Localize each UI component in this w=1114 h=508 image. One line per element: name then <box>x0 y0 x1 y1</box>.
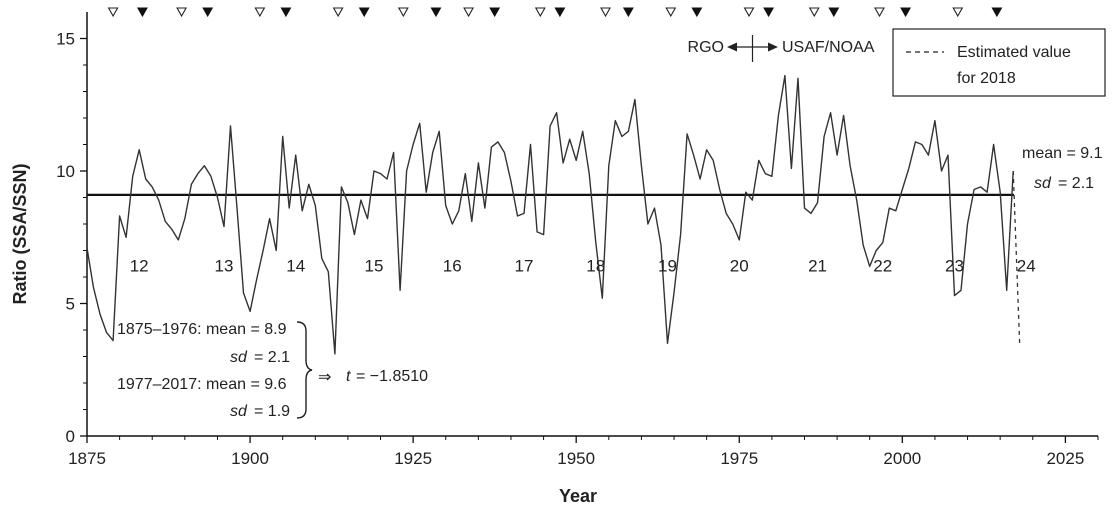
legend-label-line1: Estimated value <box>957 44 1071 61</box>
cycle-label: 20 <box>730 257 749 276</box>
cycle-labels: 12 13 14 15 16 17 18 19 20 21 22 23 24 <box>130 257 1036 276</box>
cycle-minimum-marker <box>808 7 820 18</box>
cycle-label: 14 <box>286 257 305 276</box>
sd-annotation-symbol: sd <box>1034 175 1052 192</box>
x-tick-label: 1950 <box>557 449 595 468</box>
period-brace <box>296 321 313 419</box>
x-tick-label: 2025 <box>1046 449 1084 468</box>
estimate-2018-line <box>1012 170 1021 346</box>
axes: 1875 1900 1925 1950 1975 2000 2025 0 5 10 15 <box>56 12 1099 468</box>
cycle-label: 21 <box>808 257 827 276</box>
y-tick-label: 15 <box>56 30 75 49</box>
x-axis-title: Year <box>559 486 597 506</box>
cycle-minimum-marker <box>952 7 964 18</box>
x-tick-label: 1975 <box>720 449 758 468</box>
mean-annotation: mean = 9.1 <box>1022 145 1103 162</box>
period2-annotation: 1977–2017: mean = 9.6 <box>117 376 287 393</box>
period1-sd-symbol: sd <box>230 349 248 366</box>
cycle-label: 19 <box>658 257 677 276</box>
period2-sd-value: = 1.9 <box>254 403 290 420</box>
cycle-markers <box>107 7 1003 18</box>
cycle-maximum-marker <box>622 7 634 18</box>
legend-box <box>892 28 1106 97</box>
cycle-label: 15 <box>365 257 384 276</box>
rgo-usaf-arrow <box>727 35 778 62</box>
x-tick-label: 2000 <box>883 449 921 468</box>
cycle-maximum-marker <box>554 7 566 18</box>
cycle-minimum-marker <box>397 7 409 18</box>
cycle-label: 23 <box>945 257 964 276</box>
y-tick-label: 0 <box>66 427 75 446</box>
x-tick-label: 1925 <box>394 449 432 468</box>
cycle-minimum-marker <box>600 7 611 18</box>
series-group <box>86 74 1021 355</box>
cycle-minimum-marker <box>107 7 119 18</box>
cycle-minimum-marker <box>332 7 344 18</box>
cycle-minimum-marker <box>743 7 755 18</box>
cycle-maximum-marker <box>991 7 1003 18</box>
x-tick-label: 1875 <box>68 449 106 468</box>
cycle-label: 12 <box>130 257 149 276</box>
cycle-maximum-marker <box>137 7 148 18</box>
rgo-label: RGO <box>688 39 724 56</box>
cycle-maximum-marker <box>900 7 912 18</box>
usaf-label: USAF/NOAA <box>782 39 875 56</box>
cycle-label: 16 <box>443 257 462 276</box>
t-value: = −1.8510 <box>356 368 428 385</box>
cycle-minimum-marker <box>874 7 885 18</box>
t-symbol: t <box>346 368 351 385</box>
cycle-label: 18 <box>586 257 605 276</box>
cycle-maximum-marker <box>202 7 214 18</box>
cycle-minimum-marker <box>176 7 188 18</box>
cycle-maximum-marker <box>763 7 775 18</box>
implies-arrow: ⇒ <box>318 369 331 386</box>
legend-label-line2: for 2018 <box>957 70 1016 87</box>
cycle-label: 13 <box>215 257 234 276</box>
period1-sd-value: = 2.1 <box>254 349 290 366</box>
cycle-maximum-marker <box>828 7 840 18</box>
ratio-series-line <box>86 74 1014 355</box>
y-axis-title: Ratio (SSA/SSN) <box>10 163 30 304</box>
cycle-minimum-marker <box>463 7 475 18</box>
cycle-maximum-marker <box>691 7 703 18</box>
cycle-label: 22 <box>873 257 892 276</box>
cycle-maximum-marker <box>430 7 442 18</box>
x-tick-label: 1900 <box>231 449 269 468</box>
cycle-minimum-marker <box>534 7 546 18</box>
sd-annotation-value: = 2.1 <box>1058 175 1094 192</box>
cycle-maximum-marker <box>280 7 292 18</box>
period2-sd-symbol: sd <box>230 403 248 420</box>
cycle-maximum-marker <box>489 7 501 18</box>
cycle-minimum-marker <box>665 7 677 18</box>
legend: Estimated value for 2018 <box>892 28 1106 97</box>
period1-annotation: 1875–1976: mean = 8.9 <box>117 321 287 338</box>
cycle-minimum-marker <box>254 7 266 18</box>
y-tick-label: 5 <box>66 295 75 314</box>
cycle-maximum-marker <box>358 7 370 18</box>
cycle-label: 24 <box>1017 257 1036 276</box>
y-tick-label: 10 <box>56 162 75 181</box>
cycle-label: 17 <box>515 257 534 276</box>
